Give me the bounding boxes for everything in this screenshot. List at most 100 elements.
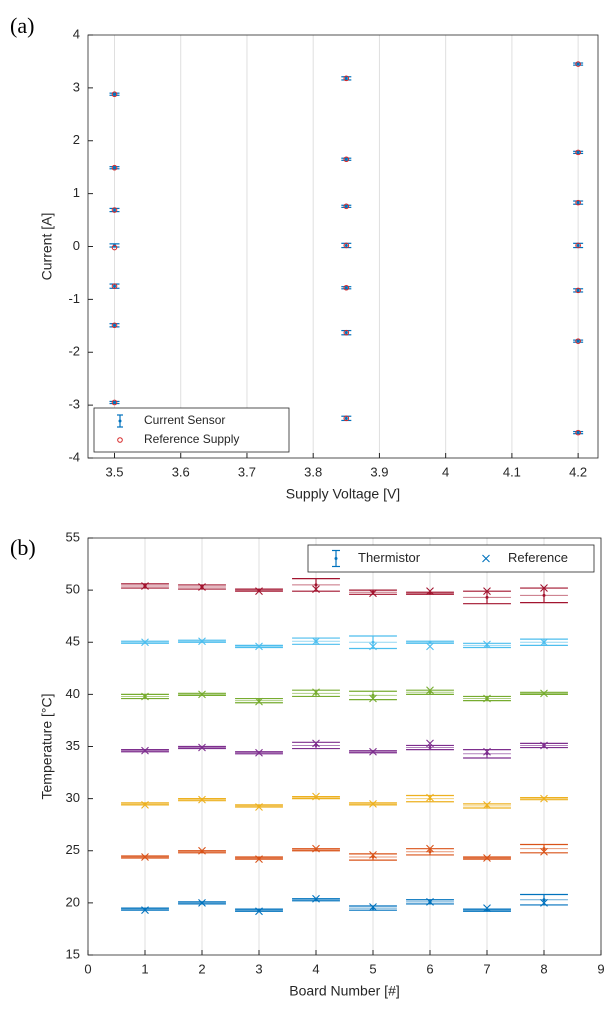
plot-area	[88, 538, 601, 955]
y-tick-label: 30	[66, 790, 80, 805]
x-tick-label: 3.8	[304, 464, 322, 479]
error-center	[344, 286, 348, 290]
marker-x	[141, 582, 149, 590]
marker-o	[111, 399, 118, 406]
marker-x	[483, 854, 491, 862]
y-tick-label: 20	[66, 894, 80, 909]
legend-label: Reference	[508, 550, 568, 565]
marker-x	[483, 694, 491, 703]
x-tick-label: 8	[540, 961, 547, 976]
marker-o	[343, 415, 350, 422]
marker-x	[369, 851, 377, 859]
error-center	[112, 208, 116, 212]
marker-x	[426, 739, 434, 748]
marker-x	[198, 743, 206, 752]
marker-x	[426, 793, 434, 802]
x-tick-label: 3.9	[370, 464, 388, 479]
marker-x	[426, 642, 434, 651]
marker-o	[575, 338, 581, 344]
marker-x	[369, 799, 377, 808]
marker-x	[426, 897, 434, 906]
y-tick-label: 55	[66, 529, 80, 544]
y-tick-label: 45	[66, 634, 80, 649]
marker-x	[426, 587, 434, 596]
marker-x	[255, 907, 263, 916]
marker-x	[312, 894, 320, 903]
x-tick-label: 0	[84, 961, 91, 976]
marker-x	[255, 697, 263, 706]
y-tick-label: -2	[68, 344, 80, 359]
x-axis-label: Board Number [#]	[289, 983, 400, 999]
panel-label: (b)	[10, 535, 36, 560]
y-tick-label: 15	[66, 946, 80, 961]
y-tick-label: 1	[73, 185, 80, 200]
marker-x	[540, 794, 548, 803]
error-center	[576, 243, 580, 247]
marker-x	[483, 587, 491, 596]
marker-x	[483, 640, 491, 649]
y-tick-label: 3	[73, 79, 80, 94]
marker-o	[343, 329, 350, 336]
legend-box	[307, 544, 595, 573]
marker-x	[141, 853, 149, 861]
x-tick-label: 6	[426, 961, 433, 976]
marker-o	[343, 203, 350, 210]
marker-x	[483, 800, 491, 809]
marker-x	[369, 747, 377, 756]
marker-x	[426, 686, 434, 695]
error-center	[112, 284, 116, 288]
error-center	[576, 431, 580, 435]
x-tick-label: 1	[141, 961, 148, 976]
marker-x	[141, 800, 149, 809]
marker-x	[369, 694, 377, 703]
marker-x	[369, 903, 377, 911]
marker-x	[198, 795, 206, 804]
marker-x	[312, 688, 320, 697]
marker-o	[111, 244, 118, 251]
marker-x	[483, 747, 491, 756]
marker-x	[426, 844, 434, 853]
marker-o	[111, 322, 118, 329]
y-tick-label: -3	[68, 397, 80, 412]
marker-x	[540, 847, 548, 856]
marker-x	[540, 898, 548, 907]
x-tick-label: 4.1	[503, 464, 521, 479]
marker-o	[575, 242, 581, 249]
marker-x	[312, 637, 320, 646]
y-tick-label: 50	[66, 582, 80, 597]
x-tick-label: 3	[255, 961, 262, 976]
marker-x	[483, 904, 491, 912]
x-tick-label: 4	[442, 464, 449, 479]
marker-x	[198, 583, 206, 591]
axes-box	[87, 34, 599, 459]
y-tick-label: 0	[73, 238, 80, 253]
marker-x	[312, 792, 320, 801]
axes-box	[87, 537, 602, 956]
x-tick-label: 2	[198, 961, 205, 976]
error-center	[118, 419, 122, 423]
marker-x	[198, 898, 206, 907]
marker-x	[540, 584, 548, 592]
marker-o	[575, 199, 581, 206]
legend-label: Current Sensor	[144, 413, 225, 427]
marker-o	[111, 207, 118, 213]
legend-label: Thermistor	[358, 550, 421, 565]
marker-x	[141, 638, 149, 647]
marker-x	[369, 589, 377, 598]
y-tick-label: 25	[66, 842, 80, 857]
marker-x	[255, 587, 263, 596]
marker-x	[312, 585, 320, 593]
x-axis-label: Supply Voltage [V]	[286, 486, 400, 502]
marker-o	[575, 149, 581, 156]
marker-x	[198, 690, 206, 699]
error-center	[112, 323, 116, 327]
error-center	[344, 416, 348, 420]
error-center	[576, 288, 580, 292]
marker-x	[141, 906, 149, 915]
y-tick-label: -4	[68, 449, 80, 464]
legend-label: Reference Supply	[144, 432, 239, 446]
error-center	[344, 331, 348, 335]
legend-marker	[117, 437, 123, 443]
marker-x	[540, 638, 548, 647]
y-tick-label: 40	[66, 686, 80, 701]
